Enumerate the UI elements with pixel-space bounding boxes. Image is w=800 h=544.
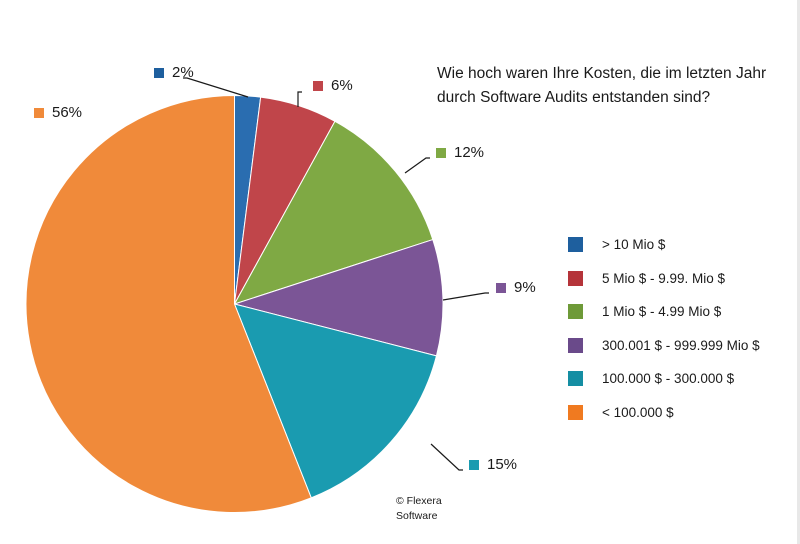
legend-item-1-to-4-mio: 1 Mio $ - 4.99 Mio $ [568,295,760,329]
copyright-line-2: Software [396,510,438,522]
label-swatch-purple [496,282,506,293]
copyright-notice: © Flexera Software [396,494,442,524]
chart-title: Wie hoch waren Ihre Kosten, die im letzt… [437,62,797,110]
data-label-text: 15% [487,456,518,473]
pie-slices [25,94,444,513]
data-label-text: 9% [514,279,536,296]
legend-item-5-to-9-mio: 5 Mio $ - 9.99. Mio $ [568,262,760,296]
legend-swatch-red [568,270,583,286]
data-label-9pct: 9% [496,279,536,296]
frame-edge [797,0,800,544]
leader-line-6pct [297,91,302,107]
legend-swatch-green [568,304,583,320]
leader-line-9pct [442,292,489,301]
legend-swatch-blue [568,237,583,253]
legend-item-under-100k: < 100.000 $ [568,396,760,430]
data-label-6pct: 6% [313,77,353,94]
label-swatch-orange [34,107,44,118]
data-label-2pct: 2% [154,64,194,81]
leader-line-15pct [430,443,463,471]
legend-swatch-purple [568,337,583,353]
legend-label: 300.001 $ - 999.999 Mio $ [602,337,760,353]
copyright-line-1: © Flexera [396,495,442,507]
leader-line-2pct [183,77,249,98]
legend-swatch-teal [568,371,583,387]
data-label-text: 12% [454,144,485,161]
pie-slice-12pct [233,120,434,305]
legend-swatch-orange [568,404,583,420]
data-label-15pct: 15% [469,456,517,473]
chart-title-line-2: durch Software Audits entstanden sind? [437,89,711,106]
legend-item-over-10-mio: > 10 Mio $ [568,228,760,262]
data-label-12pct: 12% [436,144,484,161]
legend-label: 1 Mio $ - 4.99 Mio $ [602,304,722,320]
legend-label: 100.000 $ - 300.000 $ [602,371,735,387]
pie-slice-56pct [25,94,312,513]
legend-label: > 10 Mio $ [602,237,666,253]
data-label-56pct: 56% [34,104,82,121]
pie-slice-15pct [233,303,438,499]
label-swatch-red [313,80,323,91]
label-swatch-green [436,147,446,158]
label-swatch-blue [154,67,164,78]
pie-slice-9pct [232,238,444,357]
legend-item-100k-to-300k: 100.000 $ - 300.000 $ [568,362,760,396]
legend-label: 5 Mio $ - 9.99. Mio $ [602,270,726,286]
data-label-text: 56% [52,104,83,121]
leader-lines [183,77,489,471]
chart-legend: > 10 Mio $ 5 Mio $ - 9.99. Mio $ 1 Mio $… [568,228,760,429]
data-label-text: 2% [172,64,194,81]
legend-label: < 100.000 $ [602,404,674,420]
label-swatch-teal [469,459,479,470]
chart-title-line-1: Wie hoch waren Ihre Kosten, die im letzt… [437,65,767,82]
legend-item-300k-to-999k: 300.001 $ - 999.999 Mio $ [568,329,760,363]
leader-line-12pct [404,157,430,174]
data-label-text: 6% [331,77,353,94]
